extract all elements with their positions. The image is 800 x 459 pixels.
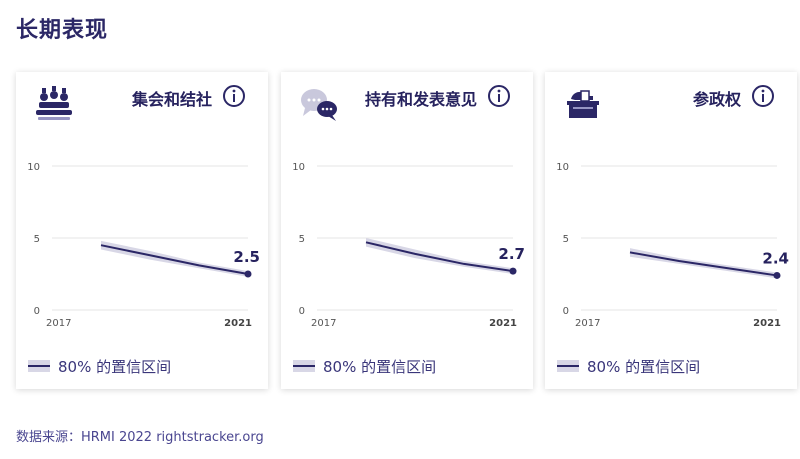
data-source: 数据来源：HRMI 2022 rightstracker.org — [16, 430, 264, 445]
info-icon[interactable] — [222, 84, 246, 108]
y-tick-label: 0 — [563, 306, 569, 317]
x-tick-label: 2021 — [489, 318, 517, 329]
y-tick-label: 5 — [563, 234, 569, 245]
assembly-icon — [36, 86, 72, 120]
series-line — [629, 251, 778, 277]
ballot-box-icon — [567, 90, 599, 118]
confidence-band-swatch — [293, 358, 315, 374]
x-tick-label: 2017 — [46, 318, 71, 329]
end-point — [509, 267, 517, 275]
info-icon[interactable] — [751, 84, 775, 108]
legend-label: 80% 的置信区间 — [58, 357, 172, 376]
card-assembly: 集会和结社 0 5 10 2017 2021 2.5 80% 的置信区间 — [16, 72, 268, 389]
x-tick-label: 2017 — [311, 318, 336, 329]
trend-chart: 0 5 10 2017 2021 2.7 — [292, 162, 525, 329]
card-title: 持有和发表意见 — [364, 90, 477, 109]
trend-chart: 0 5 10 2017 2021 2.5 — [27, 162, 260, 329]
legend: 80% 的置信区间 — [28, 356, 171, 376]
confidence-band-swatch — [557, 358, 579, 374]
card-participation: 参政权 0 5 10 2017 2021 2.4 80% 的置信区间 — [545, 72, 797, 389]
series-line — [100, 244, 249, 275]
legend: 80% 的置信区间 — [557, 356, 700, 376]
y-tick-label: 10 — [292, 162, 305, 173]
trend-chart: 0 5 10 2017 2021 2.4 — [556, 162, 789, 329]
confidence-band-swatch — [28, 358, 50, 374]
value-label: 2.7 — [498, 245, 525, 263]
x-tick-label: 2021 — [753, 318, 781, 329]
y-tick-label: 0 — [34, 306, 40, 317]
page-title: 长期表现 — [16, 18, 109, 43]
y-tick-label: 0 — [299, 306, 305, 317]
legend-label: 80% 的置信区间 — [587, 357, 701, 376]
value-label: 2.5 — [233, 248, 260, 266]
y-tick-label: 5 — [299, 234, 305, 245]
end-point — [244, 270, 252, 278]
speech-bubbles-icon — [301, 89, 337, 121]
y-tick-label: 10 — [27, 162, 40, 173]
confidence-band — [101, 240, 248, 277]
x-tick-label: 2017 — [575, 318, 600, 329]
end-point — [773, 271, 781, 279]
card-title: 参政权 — [692, 90, 741, 109]
x-tick-label: 2021 — [224, 318, 252, 329]
series-line — [365, 241, 514, 273]
card-expression: 持有和发表意见 0 5 10 2017 2021 2.7 80% 的置信区间 — [281, 72, 533, 389]
value-label: 2.4 — [762, 249, 789, 267]
y-tick-label: 5 — [34, 234, 40, 245]
card-title: 集会和结社 — [131, 90, 212, 109]
legend-label: 80% 的置信区间 — [323, 357, 437, 376]
info-icon[interactable] — [487, 84, 511, 108]
confidence-band — [630, 248, 777, 279]
y-tick-label: 10 — [556, 162, 569, 173]
legend: 80% 的置信区间 — [293, 356, 436, 376]
